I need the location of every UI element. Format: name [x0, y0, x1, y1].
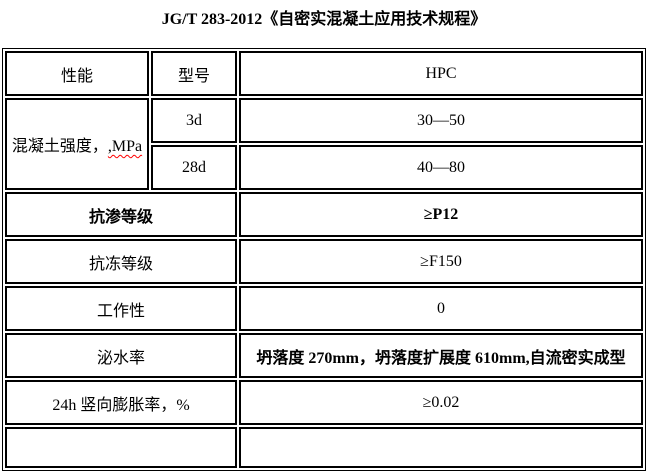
strength-label-text: 混凝土强度， — [11, 138, 108, 155]
header-hpc-cell: HPC — [239, 51, 643, 96]
value-28d-cell: 40—80 — [239, 145, 643, 190]
impermeability-value-cell: ≥P12 — [239, 192, 643, 237]
value-3d-cell: 30—50 — [239, 98, 643, 143]
workability-label-cell: 工作性 — [5, 286, 237, 331]
spec-table: 性能 型号 HPC 混凝土强度，,MPa 3d 30—50 28d 40—80 … — [2, 48, 646, 471]
age-3d-cell: 3d — [151, 98, 237, 143]
page-title: JG/T 283-2012《自密实混凝土应用技术规程》 — [161, 11, 487, 28]
header-model-cell: 型号 — [151, 51, 237, 96]
bleeding-label-cell: 泌水率 — [5, 333, 237, 378]
cutoff-value-cell — [239, 427, 643, 468]
impermeability-row: 抗渗等级 ≥P12 — [5, 192, 643, 237]
expansion-value-cell: ≥0.02 — [239, 380, 643, 425]
frost-value-cell: ≥F150 — [239, 239, 643, 284]
cutoff-row — [5, 427, 643, 468]
impermeability-label-cell: 抗渗等级 — [5, 192, 237, 237]
cutoff-label-cell — [5, 427, 237, 468]
bleeding-row: 泌水率 坍落度 270mm，坍落度扩展度 610mm,自流密实成型 — [5, 333, 643, 378]
workability-row: 工作性 0 — [5, 286, 643, 331]
header-performance-cell: 性能 — [5, 51, 149, 96]
strength-label-cell: 混凝土强度，,MPa — [5, 98, 149, 190]
strength-28d-row: 28d 40—80 — [5, 145, 643, 190]
bleeding-value-cell: 坍落度 270mm，坍落度扩展度 610mm,自流密实成型 — [239, 333, 643, 378]
frost-label-cell: 抗冻等级 — [5, 239, 237, 284]
header-row: 性能 型号 HPC — [5, 51, 643, 96]
expansion-label-cell: 24h 竖向膨胀率，% — [5, 380, 237, 425]
strength-misspelled-text: ,MPa — [107, 138, 143, 155]
age-28d-cell: 28d — [151, 145, 237, 190]
expansion-row: 24h 竖向膨胀率，% ≥0.02 — [5, 380, 643, 425]
workability-value-cell: 0 — [239, 286, 643, 331]
frost-row: 抗冻等级 ≥F150 — [5, 239, 643, 284]
strength-3d-row: 混凝土强度，,MPa 3d 30—50 — [5, 98, 643, 190]
